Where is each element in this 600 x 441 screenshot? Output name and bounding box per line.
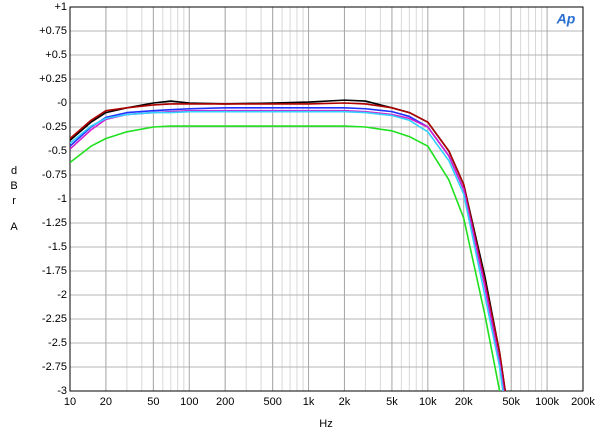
y-tick-label: +0.75 <box>39 25 67 37</box>
series-line <box>70 102 507 391</box>
y-tick-label: -1 <box>57 193 67 205</box>
y-tick-label: -2.75 <box>42 361 67 373</box>
x-axis-label: Hz <box>319 418 332 430</box>
x-tick-label: 1k <box>303 396 315 408</box>
x-tick-label: 10k <box>419 396 437 408</box>
x-tick-label: 200 <box>216 396 234 408</box>
series-line <box>70 110 504 391</box>
logo: Ap <box>556 11 576 27</box>
x-tick-label: 200k <box>571 396 595 408</box>
y-tick-label: -0 <box>57 97 67 109</box>
y-tick-label: -2.5 <box>48 337 67 349</box>
x-tick-label: 10 <box>64 396 76 408</box>
y-tick-label: -2.25 <box>42 313 67 325</box>
y-tick-label: -0.75 <box>42 169 67 181</box>
x-tick-label: 5k <box>386 396 398 408</box>
x-tick-label: 20k <box>455 396 473 408</box>
y-tick-label: -3 <box>57 385 67 397</box>
y-axis-unit: A <box>10 221 18 233</box>
y-tick-label: -0.25 <box>42 121 67 133</box>
x-tick-label: 20 <box>100 396 112 408</box>
y-tick-label: +0.25 <box>39 73 67 85</box>
y-tick-label: -1.75 <box>42 265 67 277</box>
y-tick-label: +1 <box>54 1 67 13</box>
x-tick-label: 500 <box>263 396 281 408</box>
x-tick-label: 100k <box>535 396 559 408</box>
x-tick-label: 2k <box>339 396 351 408</box>
y-axis-label: dBr <box>8 165 20 210</box>
y-tick-label: -0.5 <box>48 145 67 157</box>
plot-lines <box>70 99 507 391</box>
x-tick-label: 100 <box>180 396 198 408</box>
y-tick-label: -1.5 <box>48 241 67 253</box>
series-line <box>70 125 501 391</box>
x-tick-label: 50 <box>147 396 159 408</box>
x-tick-label: 50k <box>502 396 520 408</box>
y-tick-label: +0.5 <box>45 49 67 61</box>
plot-frame <box>69 6 584 392</box>
y-tick-label: -1.25 <box>42 217 67 229</box>
y-tick-label: -2 <box>57 289 67 301</box>
